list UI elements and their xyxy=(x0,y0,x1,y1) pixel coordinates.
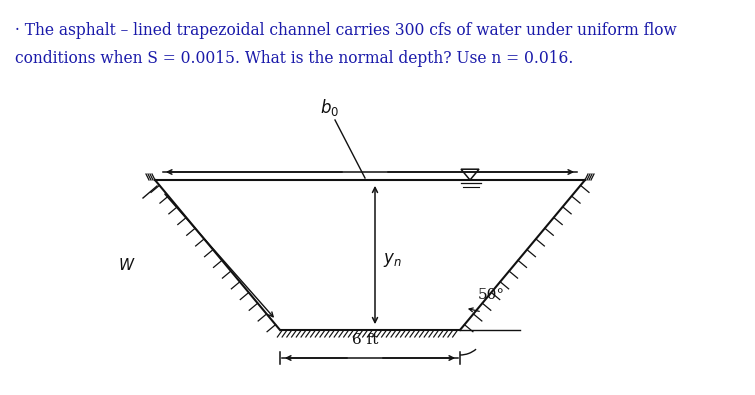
Text: · The asphalt – lined trapezoidal channel carries 300 cfs of water under uniform: · The asphalt – lined trapezoidal channe… xyxy=(15,22,676,39)
Text: conditions when S = 0.0015. What is the normal depth? Use n = 0.016.: conditions when S = 0.0015. What is the … xyxy=(15,50,573,67)
Text: 6 ft: 6 ft xyxy=(352,333,378,347)
Text: 50°: 50° xyxy=(478,288,505,302)
Text: $b_0$: $b_0$ xyxy=(320,97,340,118)
Text: $y_n$: $y_n$ xyxy=(383,251,402,269)
Text: $W$: $W$ xyxy=(119,257,136,273)
